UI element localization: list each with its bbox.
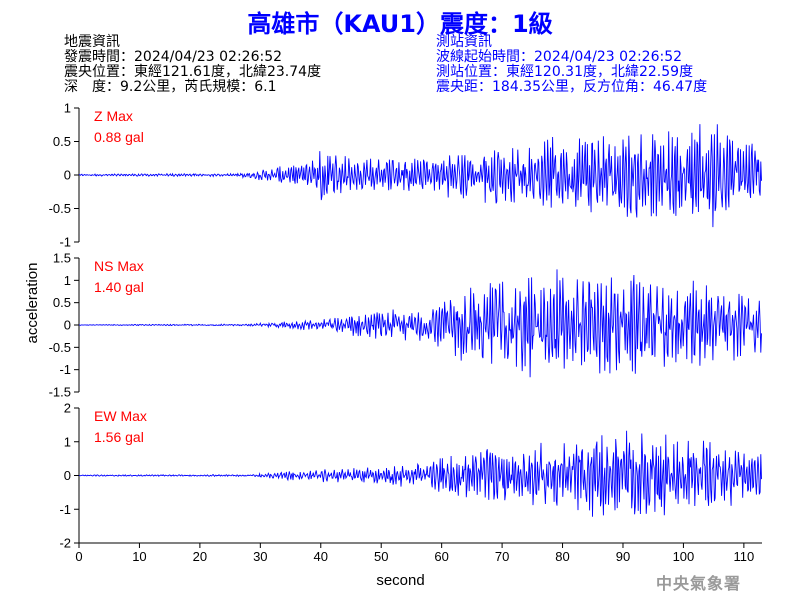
wave-start-time: 波線起始時間：2024/04/23 02:26:52 [436, 49, 683, 65]
y-axis-title: acceleration [24, 263, 41, 344]
depth-magnitude: 深 度：9.2公里，芮氏規模：6.1 [64, 79, 277, 95]
origin-time: 發震時間：2024/04/23 02:26:52 [64, 49, 283, 65]
y-tick-label: 0 [64, 468, 71, 483]
x-tick-label: 10 [132, 549, 146, 564]
max-label-ns: NS Max [94, 258, 144, 274]
agency-watermark: 中央氣象署 [656, 574, 742, 593]
x-axis-title: second [376, 572, 424, 589]
chart-title: 高雄市（KAU1）震度：1級 [247, 10, 553, 38]
y-tick-label: -0.5 [49, 201, 71, 216]
trace-z [78, 124, 762, 228]
y-tick-label: 0 [64, 168, 71, 183]
y-tick-label: 1 [64, 273, 71, 288]
max-value-ew: 1.56 gal [94, 429, 144, 445]
y-tick-label: 1.5 [53, 251, 71, 266]
x-tick-label: 90 [616, 549, 630, 564]
epicentral-distance: 震央距：184.35公里，反方位角：46.47度 [436, 79, 708, 95]
station-info-header: 測站資訊 [436, 34, 492, 50]
y-tick-label: -1.5 [49, 385, 71, 400]
x-tick-label: 110 [734, 549, 755, 564]
station-location: 測站位置：東經120.31度，北緯22.59度 [436, 64, 694, 80]
y-tick-label: -1 [59, 502, 71, 517]
y-tick-label: -0.5 [49, 340, 71, 355]
max-label-ew: EW Max [94, 408, 147, 424]
x-tick-label: 40 [314, 549, 328, 564]
y-tick-label: -1 [59, 362, 71, 377]
y-tick-label: 0.5 [53, 295, 71, 310]
max-value-z: 0.88 gal [94, 129, 144, 145]
x-tick-label: 80 [555, 549, 569, 564]
earthquake-info-header: 地震資訊 [64, 34, 120, 50]
x-tick-label: 0 [75, 549, 82, 564]
trace-ns [78, 269, 762, 378]
earthquake-info: 地震資訊 發震時間：2024/04/23 02:26:52 震央位置：東經121… [64, 35, 321, 95]
y-tick-label: -2 [59, 536, 71, 551]
max-label-z: Z Max [94, 108, 133, 124]
y-tick-label: -1 [59, 235, 71, 250]
y-tick-label: 1 [64, 434, 71, 449]
y-tick-label: 2 [64, 401, 71, 416]
y-tick-label: 0 [64, 318, 71, 333]
epicenter: 震央位置：東經121.61度，北緯23.74度 [64, 64, 322, 80]
x-tick-label: 30 [253, 549, 267, 564]
max-value-ns: 1.40 gal [94, 279, 144, 295]
station-info: 測站資訊 波線起始時間：2024/04/23 02:26:52 測站位置：東經1… [436, 35, 707, 95]
x-tick-label: 100 [673, 549, 695, 564]
x-tick-label: 50 [374, 549, 388, 564]
trace-ew [78, 430, 762, 517]
y-tick-label: 0.5 [53, 134, 71, 149]
y-tick-label: 1 [64, 101, 71, 116]
x-tick-label: 60 [434, 549, 448, 564]
x-tick-label: 70 [495, 549, 509, 564]
x-tick-label: 20 [193, 549, 207, 564]
